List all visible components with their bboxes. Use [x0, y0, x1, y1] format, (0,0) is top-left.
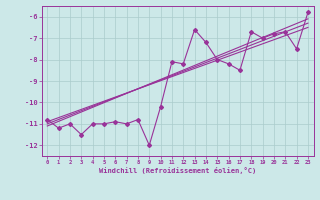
X-axis label: Windchill (Refroidissement éolien,°C): Windchill (Refroidissement éolien,°C): [99, 167, 256, 174]
